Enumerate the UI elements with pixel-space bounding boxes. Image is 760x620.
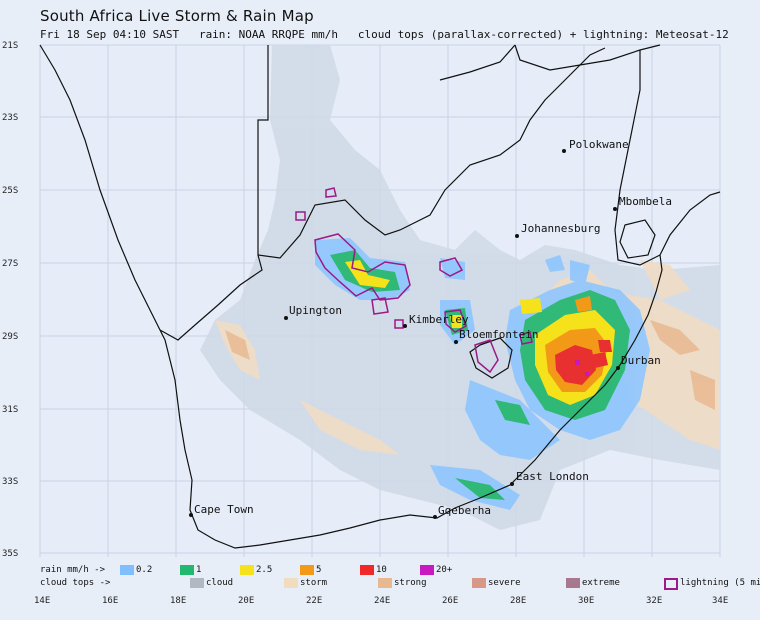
legend-text: storm [300, 578, 328, 588]
legend-swatch-storm [284, 578, 298, 588]
legend-swatch-severe [472, 578, 486, 588]
lat-label: 33S [2, 477, 19, 487]
city-marker [510, 482, 514, 486]
lat-label: 25S [2, 186, 19, 196]
legend-text-lightning: lightning (5 min [680, 578, 760, 588]
city-label-upington: Upington [289, 304, 342, 317]
lon-label: 32E [646, 596, 663, 606]
legend-text: 0.2 [136, 565, 153, 575]
lon-label: 22E [306, 596, 323, 606]
legend-text: severe [488, 578, 521, 588]
legend-swatch-cloud [190, 578, 204, 588]
city-marker [189, 513, 193, 517]
legend-text: cloud [206, 578, 234, 588]
legend-text: 10 [376, 565, 387, 575]
city-label-kimberley: Kimberley [409, 313, 469, 326]
lat-label: 31S [2, 405, 19, 415]
city-marker [562, 149, 566, 153]
legend-swatch-strong [378, 578, 392, 588]
city-marker [616, 366, 620, 370]
lat-label: 27S [2, 259, 19, 269]
legend-swatch-extreme [566, 578, 580, 588]
lon-label: 30E [578, 596, 595, 606]
legend-text: extreme [582, 578, 620, 588]
lat-label: 29S [2, 332, 19, 342]
rain-20 [575, 360, 589, 376]
city-label-polokwane: Polokwane [569, 138, 629, 151]
legend-rain-label: rain mm/h -> [40, 565, 106, 575]
legend-swatch-rain-10 [360, 565, 374, 575]
city-marker [284, 316, 288, 320]
lon-label: 26E [442, 596, 459, 606]
legend-text: 2.5 [256, 565, 273, 575]
strong-tops [225, 320, 715, 410]
city-marker [613, 207, 617, 211]
legend-swatch-rain-0-2 [120, 565, 134, 575]
lon-label: 14E [34, 596, 51, 606]
lat-label: 23S [2, 113, 19, 123]
lon-label: 28E [510, 596, 527, 606]
map-title: South Africa Live Storm & Rain Map [40, 7, 314, 25]
legend-swatch-rain-5 [300, 565, 314, 575]
lon-label: 34E [712, 596, 729, 606]
lon-label: 16E [102, 596, 119, 606]
legend-text: strong [394, 578, 427, 588]
lon-label: 20E [238, 596, 255, 606]
lat-label: 21S [2, 41, 19, 51]
city-label-gqeberha: Gqeberha [438, 504, 491, 517]
city-label-bloemfontein: Bloemfontein [459, 328, 539, 341]
city-marker [454, 340, 458, 344]
legend-text: 5 [316, 565, 322, 575]
city-label-johannesburg: Johannesburg [521, 222, 601, 235]
city-marker [433, 515, 437, 519]
lon-label: 24E [374, 596, 391, 606]
legend-text: 1 [196, 565, 202, 575]
city-label-mbombela: Mbombela [619, 195, 672, 208]
coastline-borders [39, 44, 721, 549]
lat-label: 35S [2, 549, 19, 559]
city-marker [403, 324, 407, 328]
lon-label: 18E [170, 596, 187, 606]
lightning-outlines [295, 187, 533, 374]
city-marker [515, 234, 519, 238]
legend-text: 20+ [436, 565, 453, 575]
legend-swatch-rain-1 [180, 565, 194, 575]
legend-swatch-lightning [664, 578, 678, 590]
city-label-durban: Durban [621, 354, 661, 367]
city-label-east-london: East London [516, 470, 589, 483]
city-label-cape-town: Cape Town [194, 503, 254, 516]
legend-swatch-rain-20 [420, 565, 434, 575]
map-subtitle: Fri 18 Sep 04:10 SAST rain: NOAA RRQPE m… [40, 28, 729, 41]
legend-cloud-label: cloud tops -> [40, 578, 111, 588]
legend-swatch-rain-2-5 [240, 565, 254, 575]
